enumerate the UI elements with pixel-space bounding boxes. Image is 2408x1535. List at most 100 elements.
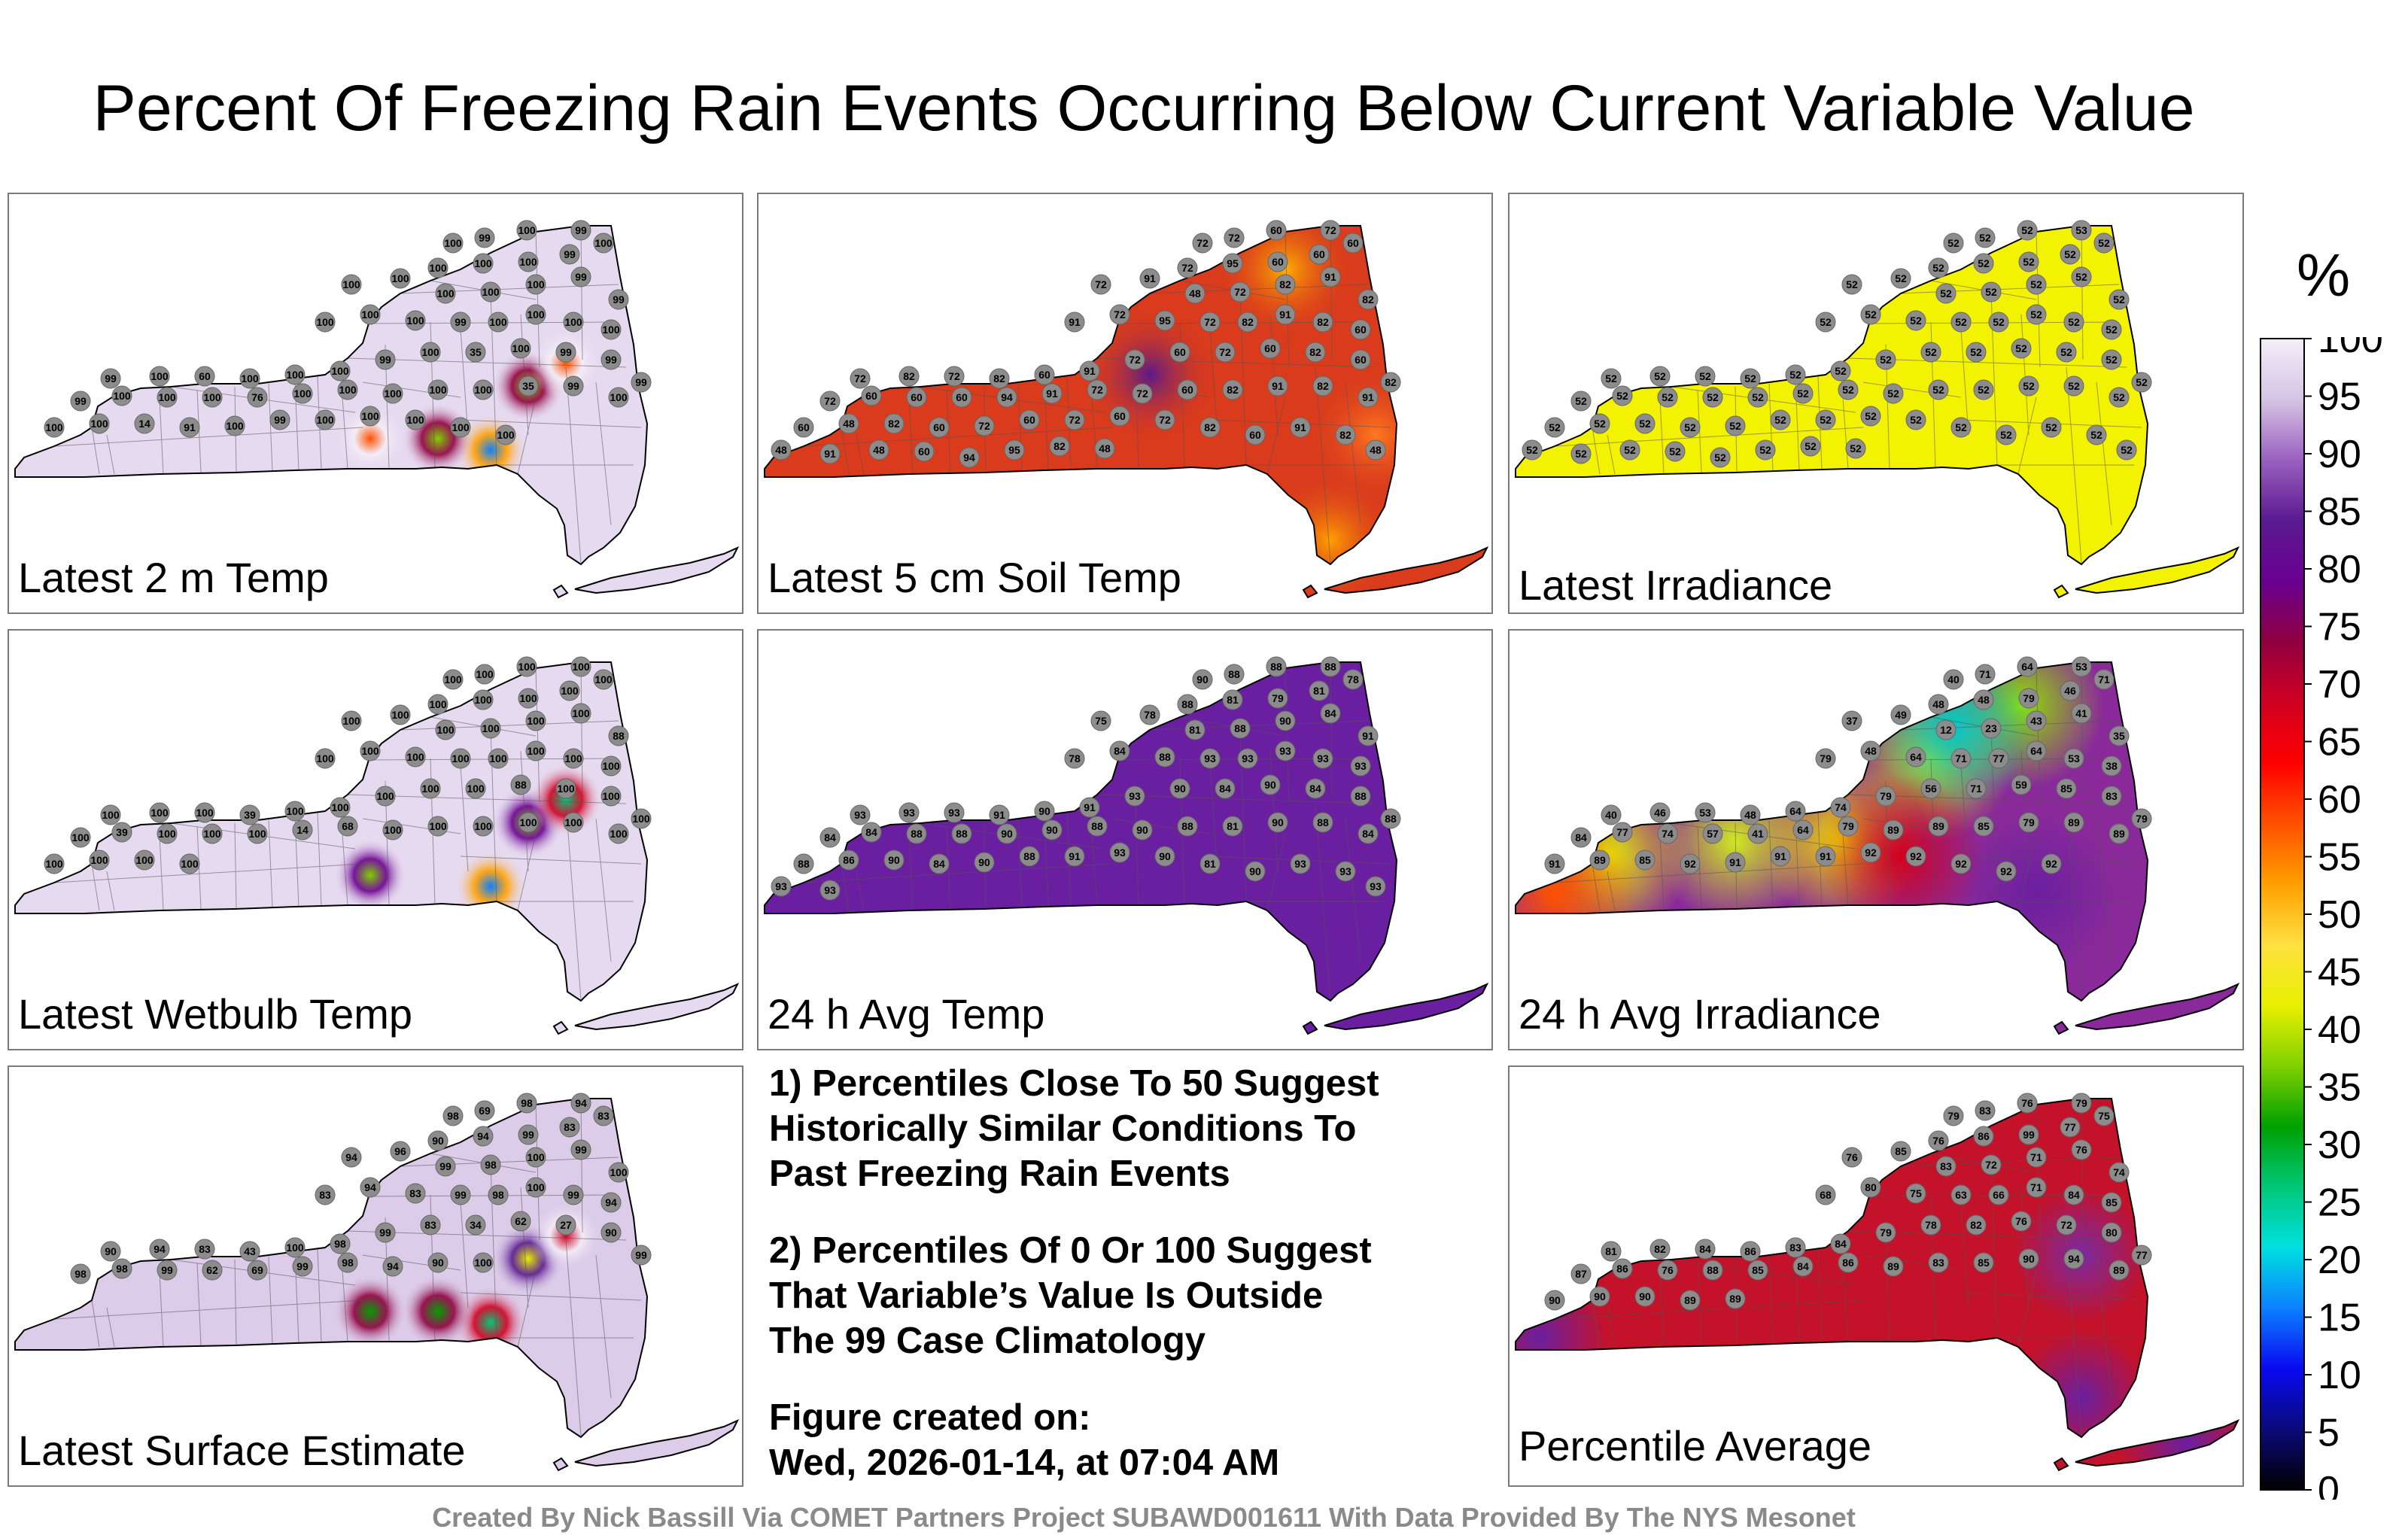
station-value: 100: [572, 707, 590, 719]
station-marker: 90: [974, 852, 995, 873]
station-marker: 83: [1785, 1237, 1806, 1258]
county-line: [1315, 366, 1331, 564]
station-value: 14: [296, 824, 309, 836]
station-value: 100: [150, 807, 169, 819]
station-value: 84: [2068, 1189, 2080, 1201]
hotspot: [334, 839, 406, 911]
station-marker: 52: [1800, 436, 1821, 457]
county-line: [1659, 1271, 1665, 1348]
panel-label: Latest Surface Estimate: [18, 1427, 466, 1474]
staten-island-outline: [2053, 1020, 2069, 1035]
station-marker: 88: [1312, 812, 1333, 833]
county-line: [1960, 329, 1969, 436]
station-marker: 100: [360, 740, 381, 761]
station-marker: 60: [906, 387, 927, 408]
station-value: 100: [90, 418, 108, 430]
station-marker: 84: [861, 822, 882, 843]
county-line: [91, 1299, 100, 1348]
station-value: 91: [1324, 271, 1336, 283]
county-line: [580, 1099, 583, 1233]
station-value: 52: [1714, 451, 1726, 464]
station-marker: 100: [525, 740, 546, 761]
station-marker: 48: [838, 413, 859, 434]
station-marker: 52: [2071, 266, 2092, 287]
station-marker: 93: [1275, 740, 1296, 761]
station-value: 76: [2021, 1097, 2033, 1109]
station-value: 52: [2075, 271, 2087, 283]
station-marker: 99: [100, 368, 121, 389]
station-marker: 91: [1041, 383, 1063, 404]
county-line: [1607, 434, 1616, 475]
station-marker: 100: [518, 688, 539, 709]
station-marker: 100: [405, 746, 426, 768]
station-value: 100: [406, 414, 424, 426]
county-line: [1554, 863, 1864, 883]
station-marker: 52: [1747, 387, 1768, 408]
county-line: [580, 226, 583, 360]
station-value: 83: [1932, 1257, 1944, 1269]
station-marker: 92: [1996, 861, 2017, 882]
station-value: 35: [470, 346, 482, 358]
station-marker: 35: [518, 375, 539, 397]
station-marker: 88: [1350, 786, 1371, 807]
station-marker: 82: [1335, 424, 1356, 445]
county-line: [159, 398, 164, 475]
station-marker: 52: [1845, 438, 1866, 459]
station-marker: 52: [1996, 424, 2017, 445]
figure-created-date: Wed, 2026-01-14, at 07:04 AM: [769, 1442, 1280, 1483]
station-marker: 80: [2101, 1222, 2122, 1243]
station-value: 52: [1910, 315, 1922, 327]
station-value: 98: [447, 1110, 459, 1122]
station-marker: 83: [593, 1105, 614, 1126]
county-line: [1285, 231, 1290, 368]
station-marker: 64: [1785, 801, 1806, 822]
station-marker: 91: [1725, 852, 1746, 873]
station-marker: 100: [382, 383, 403, 404]
station-value: 89: [1684, 1294, 1696, 1306]
station-marker: 60: [1169, 342, 1190, 363]
station-marker: 62: [202, 1260, 223, 1281]
station-value: 100: [286, 805, 304, 817]
station-value: 90: [1279, 715, 1291, 727]
station-value: 78: [1069, 752, 1081, 764]
station-value: 83: [1940, 1160, 1952, 1172]
station-value: 86: [1842, 1257, 1854, 1269]
station-marker: 75: [2093, 1105, 2115, 1126]
station-marker: 94: [959, 447, 980, 468]
station-value: 91: [824, 448, 836, 460]
station-value: 100: [489, 316, 507, 328]
station-marker: 100: [600, 755, 622, 777]
station-value: 100: [203, 391, 221, 403]
station-marker: 52: [2018, 375, 2039, 397]
station-value: 91: [1084, 801, 1096, 813]
station-marker: 98: [111, 1258, 132, 1279]
station-marker: 64: [1792, 819, 1814, 840]
station-value: 74: [1662, 828, 1674, 840]
county-line: [1960, 1202, 1969, 1309]
station-value: 52: [1932, 384, 1944, 396]
county-line: [595, 1254, 612, 1399]
station-marker: 93: [1290, 853, 1311, 874]
station-value: 100: [342, 278, 360, 290]
station-marker: 99: [563, 375, 584, 397]
station-value: 52: [2068, 316, 2080, 328]
station-value: 48: [873, 444, 885, 456]
station-marker: 76: [2017, 1093, 2038, 1114]
station-marker: 100: [450, 748, 471, 769]
colorbar-tick-label: 90: [2318, 433, 2361, 476]
station-marker: 93: [1335, 861, 1356, 882]
station-value: 91: [1144, 272, 1156, 284]
station-value: 100: [602, 790, 620, 802]
county-line: [2036, 1104, 2041, 1241]
station-value: 100: [527, 309, 545, 321]
note-line: Past Freezing Rain Events: [769, 1154, 1230, 1194]
station-value: 100: [384, 388, 402, 400]
hotspot: [530, 764, 602, 836]
station-marker: 69: [247, 1260, 268, 1281]
station-value: 100: [594, 673, 613, 685]
station-value: 52: [1978, 257, 1990, 269]
field-blob: [2014, 1330, 2149, 1466]
station-value: 98: [492, 1189, 504, 1201]
station-marker: 90: [1589, 1286, 1610, 1307]
station-marker: 48: [1740, 804, 1761, 825]
